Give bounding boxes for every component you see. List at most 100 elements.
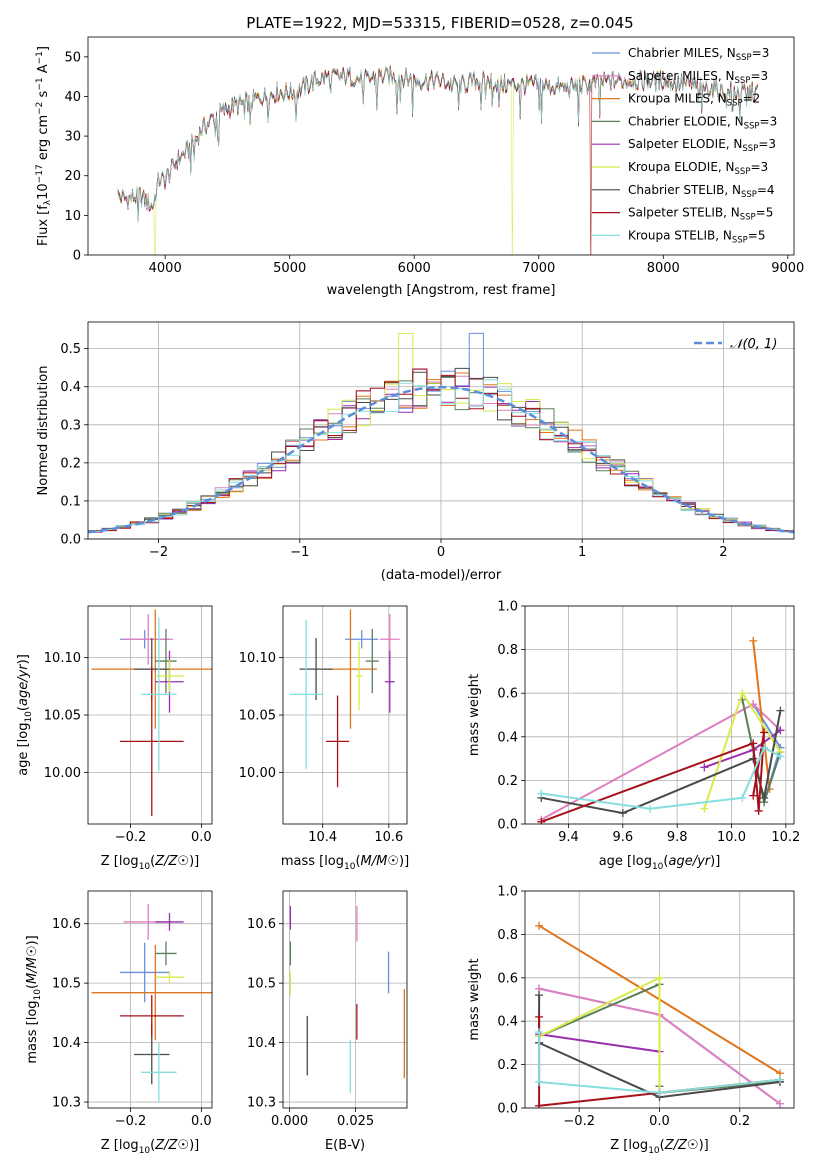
weight-marker-salpeter_stelib <box>760 728 769 737</box>
legend-label-salpeter_elodie: Salpeter ELODIE, NSSP=3 <box>628 137 776 154</box>
plot-frame <box>87 321 795 540</box>
y-tick-label: 1.0 <box>497 600 518 615</box>
x-tick-label: 10.0 <box>717 830 746 845</box>
ebv_mass-x-label: E(B-V) <box>325 1138 365 1153</box>
y-tick-label: 10.4 <box>52 1036 81 1051</box>
y-tick-label: 10.3 <box>52 1096 81 1111</box>
weight-marker-salpeter_stelib <box>537 817 546 824</box>
y-tick-label: 0.2 <box>497 1058 518 1073</box>
y-tick-label: 20 <box>64 169 81 184</box>
weight-marker-salpeter_miles <box>775 1099 784 1108</box>
weight-marker-kroupa_stelib <box>776 752 785 761</box>
z_age-errorbars <box>91 609 212 816</box>
weight-marker-kroupa_stelib <box>738 793 747 802</box>
z_weight-x-label: Z [log10(Z/Z☉)] <box>610 1138 708 1156</box>
residuals-y-label: Normed distribution <box>36 366 51 496</box>
legend-label-kroupa_elodie: Kroupa ELODIE, NSSP=3 <box>628 160 768 177</box>
spectrum-x-label: wavelength [Angstrom, rest frame] <box>327 283 556 298</box>
y-tick-label: 1.0 <box>497 885 518 900</box>
weight-marker-salpeter_elodie <box>700 763 709 772</box>
y-tick-label: 10.4 <box>247 1036 276 1051</box>
y-tick-label: 0 <box>73 249 81 264</box>
figure-title: PLATE=1922, MJD=53315, FIBERID=0528, z=0… <box>246 14 633 32</box>
y-tick-label: 10.3 <box>247 1096 276 1111</box>
y-tick-label: 10.10 <box>239 651 276 666</box>
weight-marker-salpeter_stelib <box>535 1012 544 1021</box>
x-tick-label: −1 <box>290 545 309 560</box>
plot-frame <box>87 890 213 1109</box>
y-tick-label: 10.05 <box>239 709 276 724</box>
weight-marker-chabrier_stelib <box>776 706 785 715</box>
weight-marker-salpeter_stelib <box>754 806 763 815</box>
y-tick-label: 0.4 <box>60 380 81 395</box>
weight-marker-kroupa_stelib <box>535 1028 544 1037</box>
x-tick-label: 7000 <box>522 261 555 276</box>
z_age-y-label: age [log10(age/yr)] <box>16 654 34 776</box>
x-tick-label: 9.4 <box>558 830 579 845</box>
x-tick-label: 9.6 <box>612 830 633 845</box>
weight-line-kroupa_elodie <box>538 976 781 1094</box>
legend-label-kroupa_stelib: Kroupa STELIB, NSSP=5 <box>628 228 766 245</box>
y-tick-label: 50 <box>64 50 81 65</box>
x-tick-label: −0.2 <box>115 1114 147 1129</box>
weight-marker-kroupa_elodie <box>655 973 664 982</box>
weight-line-kroupa_stelib <box>538 1032 781 1094</box>
age_weight-lines <box>537 636 785 824</box>
legend-label-chabrier_stelib: Chabrier STELIB, NSSP=4 <box>628 183 775 200</box>
y-tick-label: 0.8 <box>497 643 518 658</box>
y-tick-label: 0.2 <box>497 774 518 789</box>
weight-marker-salpeter_stelib <box>749 791 758 800</box>
x-tick-label: 5000 <box>273 261 306 276</box>
y-tick-label: 10.5 <box>247 977 276 992</box>
legend-label-salpeter_stelib: Salpeter STELIB, NSSP=5 <box>628 206 773 223</box>
legend-label-chabrier_miles: Chabrier MILES, NSSP=3 <box>628 46 769 63</box>
z_age-panel: −0.2 0.0 10.00 10.05 10.10 Z [log10(Z/Z☉)] age… <box>16 605 213 872</box>
z_weight-panel: −0.2 0.0 0.2 0.0 0.2 0.4 0.6 0.8 1.0 Z [log10(Z/Z… <box>467 885 795 1156</box>
plot-frame <box>87 605 213 825</box>
ebv_mass-panel: 0.000 0.025 10.3 10.4 10.5 10.6 E(B-V) <box>247 890 408 1153</box>
x-tick-label: 0.0 <box>191 830 212 845</box>
y-tick-label: 0.2 <box>60 456 81 471</box>
x-tick-label: 10.6 <box>374 830 403 845</box>
y-tick-label: 10.00 <box>44 766 81 781</box>
y-tick-label: 10.00 <box>239 766 276 781</box>
weight-marker-kroupa_stelib <box>537 789 546 798</box>
x-tick-label: 2 <box>719 545 727 560</box>
x-tick-label: 0.025 <box>337 1114 374 1129</box>
legend-label-salpeter_miles: Salpeter MILES, NSSP=3 <box>628 69 768 86</box>
mass_age-errorbars <box>289 609 400 788</box>
z_mass-panel: −0.2 0.0 10.3 10.4 10.5 10.6 Z [log10(Z/Z☉)] ma… <box>25 890 213 1156</box>
y-tick-label: 0.0 <box>497 818 518 833</box>
z_weight-lines <box>535 921 784 1108</box>
weight-marker-salpeter_stelib <box>749 739 758 748</box>
y-tick-label: 10.6 <box>52 917 81 932</box>
plot-frame <box>87 36 795 256</box>
z_age-x-label: Z [log10(Z/Z☉)] <box>101 854 199 872</box>
x-tick-label: −0.2 <box>563 1114 595 1129</box>
legend-label-normal: 𝒩(0, 1) <box>730 337 777 352</box>
normal-curve <box>88 385 794 534</box>
x-tick-label: 0.000 <box>271 1114 308 1129</box>
weight-marker-kroupa_elodie <box>738 689 747 698</box>
z_mass-errorbars <box>91 904 212 1103</box>
weight-marker-kroupa_stelib <box>775 1075 784 1084</box>
plot-frame <box>524 890 795 1109</box>
z_mass-x-label: Z [log10(Z/Z☉)] <box>101 1138 199 1156</box>
weight-marker-chabrier_stelib <box>535 991 544 1000</box>
z_weight-y-label: mass weight <box>467 958 482 1040</box>
y-tick-label: 40 <box>64 90 81 105</box>
x-tick-label: −0.2 <box>115 830 147 845</box>
residuals-panel: −2 −1 0 1 2 0.0 0.1 0.2 0.3 0.4 0.5 𝒩(0, 1) (data-mo… <box>36 321 795 583</box>
x-tick-label: 9000 <box>771 261 804 276</box>
y-tick-label: 0.4 <box>497 1015 518 1030</box>
plot-frame <box>282 605 408 825</box>
y-tick-label: 0.0 <box>60 533 81 548</box>
weight-marker-kroupa_stelib <box>760 743 769 752</box>
weight-marker-kroupa_stelib <box>535 1077 544 1086</box>
ebv_mass-errorbars <box>289 905 406 1094</box>
y-tick-label: 0.6 <box>497 687 518 702</box>
weight-marker-kroupa_elodie <box>700 804 709 813</box>
y-tick-label: 10.10 <box>44 651 81 666</box>
x-tick-label: 0.0 <box>649 1114 670 1129</box>
